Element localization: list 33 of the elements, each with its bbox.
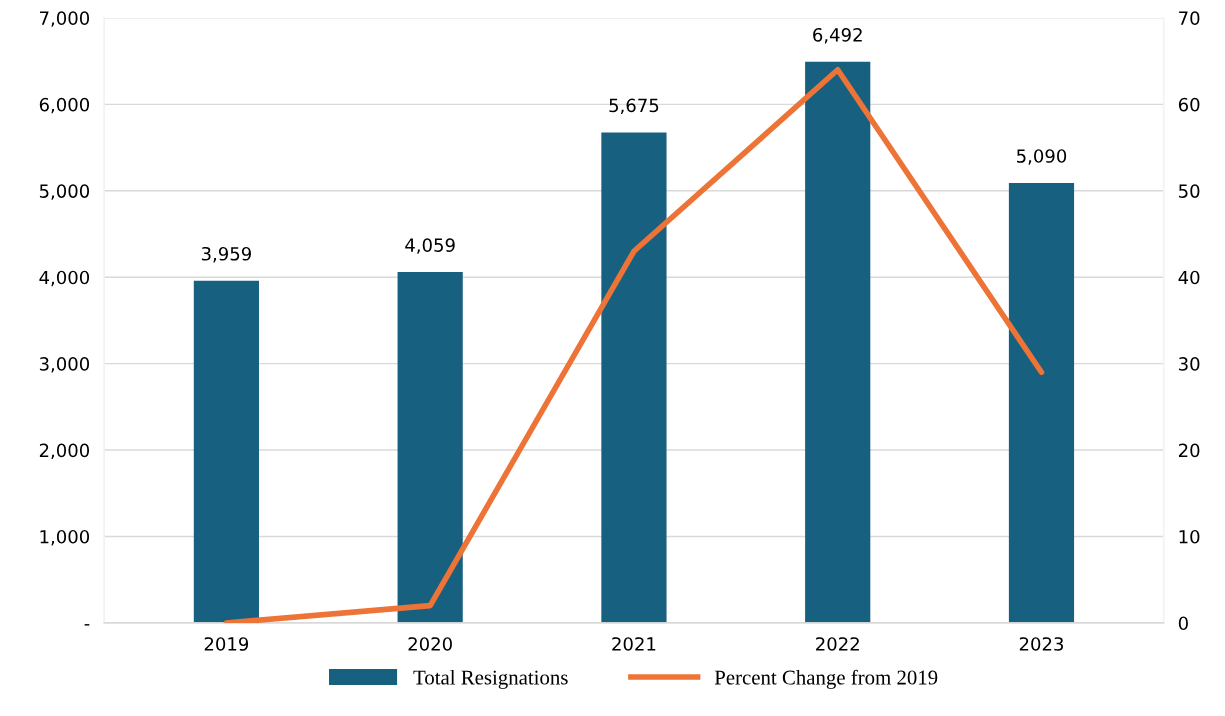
y-tick-label: -	[84, 624, 90, 626]
text: 4,059	[405, 238, 455, 254]
y2-tick-label: 60	[1178, 97, 1200, 112]
x-tick-label: 2020	[408, 637, 452, 651]
x-tick-label: 2021	[612, 637, 656, 651]
bar	[397, 272, 463, 623]
bar	[193, 280, 259, 623]
bar	[601, 132, 667, 623]
y-tick-label: 4,000	[39, 270, 90, 287]
bar	[805, 61, 871, 623]
y-tick-label: 2,000	[39, 443, 90, 460]
legend-label: Total Resignations	[413, 669, 568, 689]
x-tick-label: 2019	[204, 637, 249, 651]
y-tick-label: 7,000	[40, 11, 90, 27]
y2-tick-label: 30	[1179, 357, 1200, 371]
y2-tick-label: 40	[1178, 270, 1200, 285]
y2-tick-label: 20	[1178, 443, 1200, 458]
y2-tick-label: 50	[1179, 184, 1200, 198]
x-tick-label: 2023	[1019, 637, 1064, 651]
y-tick-label: 5,000	[39, 184, 90, 200]
legend-label: Percent Change from 2019	[714, 669, 938, 689]
y-tick-label: 3,000	[39, 357, 90, 373]
y2-tick-label: 70	[1179, 11, 1200, 26]
y2-tick-label: 0	[1178, 616, 1188, 631]
bar	[1008, 182, 1075, 623]
text: 5,090	[1017, 149, 1067, 165]
text: 5,675	[609, 98, 659, 115]
y-tick-label: 1,000	[40, 529, 90, 546]
y2-tick-label: 10	[1179, 529, 1200, 544]
text: 6,492	[813, 27, 862, 44]
text: 3,959	[201, 246, 251, 263]
y-tick-label: 6,000	[39, 97, 90, 114]
x-tick-label: 2022	[816, 637, 859, 651]
